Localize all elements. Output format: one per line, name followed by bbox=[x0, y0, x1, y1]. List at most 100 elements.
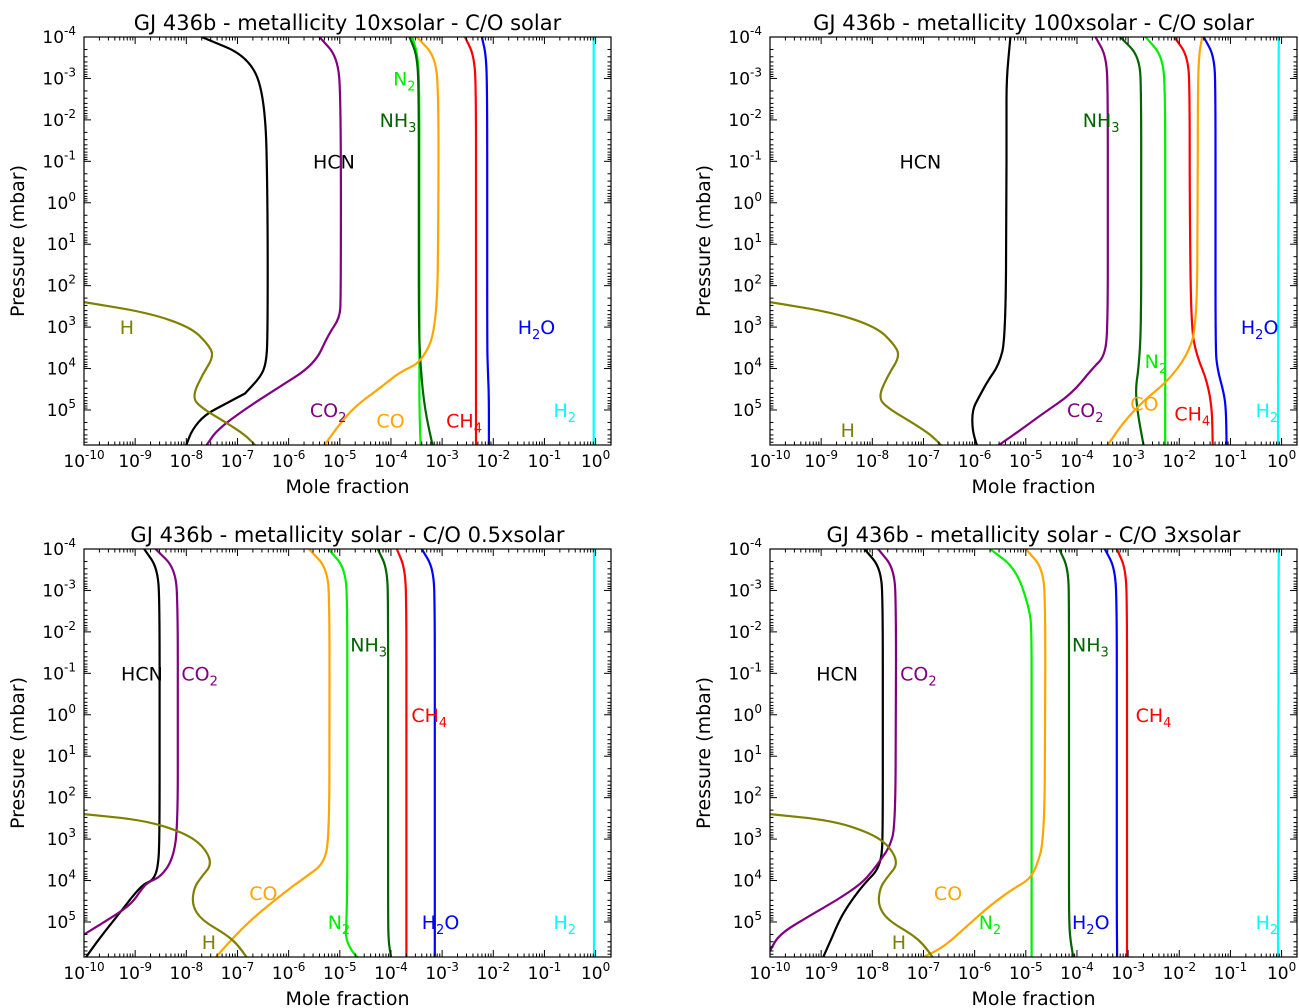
y-tick-label: 10-4 bbox=[728, 24, 762, 48]
series-line-hcn bbox=[200, 37, 269, 395]
species-label: CO2 bbox=[900, 663, 937, 689]
series-line-h bbox=[84, 813, 248, 957]
y-tick-label: 100 bbox=[733, 190, 762, 214]
y-tick-label: 100 bbox=[733, 702, 762, 726]
x-tick-label: 10-4 bbox=[1060, 960, 1094, 984]
y-tick-label: 101 bbox=[47, 231, 76, 255]
x-tick-label: 10-3 bbox=[1111, 448, 1145, 472]
species-label: HCN bbox=[816, 663, 858, 685]
series-line-co bbox=[323, 37, 440, 445]
x-axis-label: Mole fraction bbox=[971, 476, 1095, 498]
species-label: N2 bbox=[979, 912, 1002, 938]
plot-frame bbox=[769, 548, 1298, 958]
species-label: CO2 bbox=[1067, 400, 1104, 426]
series-line-ch4 bbox=[395, 549, 408, 957]
series-line-h2o bbox=[480, 37, 490, 445]
x-axis: 10-10 10-9 10-8 10-7 10-6 10-5 10-4 10-3 10-2 10-… bbox=[63, 37, 612, 472]
y-tick-label: 105 bbox=[47, 397, 76, 421]
y-tick-label: 104 bbox=[733, 868, 762, 892]
series-line-h2o bbox=[1202, 37, 1228, 445]
x-tick-label: 10-1 bbox=[1214, 960, 1248, 984]
x-tick-label: 100 bbox=[581, 960, 610, 984]
x-tick-label: 10-5 bbox=[1009, 960, 1043, 984]
y-tick-label: 101 bbox=[733, 743, 762, 767]
x-tick-label: 10-1 bbox=[528, 960, 562, 984]
y-tick-label: 105 bbox=[733, 909, 762, 933]
species-label: H bbox=[841, 420, 855, 442]
y-tick-label: 102 bbox=[733, 273, 762, 297]
species-label: H bbox=[892, 932, 906, 954]
y-tick-label: 103 bbox=[733, 314, 762, 338]
x-tick-label: 10-7 bbox=[907, 960, 941, 984]
species-label: HCN bbox=[313, 151, 355, 173]
series-line-nh3 bbox=[1119, 37, 1145, 445]
series-line-co bbox=[214, 549, 331, 957]
species-label: CH4 bbox=[1136, 705, 1172, 731]
series-line-hcn bbox=[971, 37, 1012, 445]
x-tick-label: 10-5 bbox=[323, 448, 357, 472]
y-tick-label: 10-3 bbox=[42, 65, 76, 89]
species-label: H bbox=[202, 932, 216, 954]
x-axis-label: Mole fraction bbox=[285, 476, 409, 498]
plot-frame bbox=[83, 36, 612, 446]
x-tick-label: 10-3 bbox=[1111, 960, 1145, 984]
species-label: CO2 bbox=[310, 400, 347, 426]
y-tick-label: 101 bbox=[47, 743, 76, 767]
y-axis-label: Pressure (mbar) bbox=[693, 677, 715, 829]
x-tick-label: 10-3 bbox=[425, 448, 459, 472]
species-label: CH4 bbox=[1174, 403, 1210, 429]
series-group bbox=[770, 549, 1280, 957]
x-tick-label: 10-4 bbox=[1060, 448, 1094, 472]
x-tick-label: 10-4 bbox=[374, 448, 408, 472]
series-line-co2 bbox=[770, 549, 898, 952]
series-line-ch4 bbox=[1173, 37, 1214, 445]
x-tick-label: 10-2 bbox=[1162, 448, 1196, 472]
species-labels: HCN CO2 NH3 CH4 CO N2 H2O H2 H bbox=[816, 634, 1278, 953]
y-axis: 10-4 10-3 10-2 10-1 100 101 102 103 104 105 bbox=[728, 536, 1297, 958]
y-tick-label: 105 bbox=[47, 909, 76, 933]
x-tick-label: 10-6 bbox=[272, 448, 306, 472]
species-label: NH3 bbox=[1083, 110, 1120, 136]
y-tick-label: 105 bbox=[733, 397, 762, 421]
x-tick-label: 10-4 bbox=[374, 960, 408, 984]
species-label: H2 bbox=[553, 912, 576, 938]
x-tick-label: 10-10 bbox=[63, 960, 104, 984]
series-line-n2 bbox=[1144, 37, 1167, 445]
species-label: H2 bbox=[1256, 912, 1279, 938]
y-tick-label: 10-2 bbox=[728, 619, 762, 643]
y-tick-label: 10-2 bbox=[42, 107, 76, 131]
y-tick-label: 104 bbox=[47, 356, 76, 380]
x-tick-label: 10-9 bbox=[804, 448, 838, 472]
x-tick-label: 10-1 bbox=[1214, 448, 1248, 472]
species-label: CO bbox=[376, 411, 404, 433]
species-labels: HCN CO2 NH3 CH4 CO N2 H2O H2 H bbox=[121, 634, 576, 953]
series-group bbox=[84, 37, 595, 445]
series-group bbox=[84, 549, 596, 957]
x-axis-label: Mole fraction bbox=[971, 988, 1095, 1008]
x-tick-label: 100 bbox=[581, 448, 610, 472]
chart-title: GJ 436b - metallicity solar - C/O 3xsola… bbox=[826, 523, 1240, 547]
series-line-hcn bbox=[822, 549, 884, 957]
y-tick-label: 10-1 bbox=[42, 148, 76, 172]
x-tick-label: 10-6 bbox=[958, 960, 992, 984]
y-axis: 10-4 10-3 10-2 10-1 100 101 102 103 104 105 bbox=[42, 536, 611, 958]
x-tick-label: 10-8 bbox=[170, 448, 204, 472]
x-tick-label: 100 bbox=[1267, 960, 1296, 984]
species-label: CH4 bbox=[411, 705, 447, 731]
x-tick-label: 10-3 bbox=[425, 960, 459, 984]
y-tick-label: 102 bbox=[733, 785, 762, 809]
series-line-h2o bbox=[1103, 549, 1119, 957]
species-label: H2 bbox=[1256, 400, 1279, 426]
y-tick-label: 10-4 bbox=[728, 536, 762, 560]
chart-panel-2: GJ 436b - metallicity 100xsolar - C/O so… bbox=[693, 11, 1298, 498]
chart-panel-3: GJ 436b - metallicity solar - C/O 0.5xso… bbox=[7, 523, 612, 1008]
x-axis: 10-10 10-9 10-8 10-7 10-6 10-5 10-4 10-3 10-2 10-… bbox=[749, 37, 1298, 472]
species-label: N2 bbox=[328, 912, 351, 938]
y-axis-label: Pressure (mbar) bbox=[7, 677, 29, 829]
species-label: CO bbox=[249, 883, 277, 905]
y-tick-label: 103 bbox=[733, 826, 762, 850]
series-line-hcn bbox=[85, 549, 161, 957]
series-line-nh3 bbox=[376, 549, 393, 957]
chart-panel-4: GJ 436b - metallicity solar - C/O 3xsola… bbox=[693, 523, 1298, 1008]
y-tick-label: 10-3 bbox=[728, 65, 762, 89]
